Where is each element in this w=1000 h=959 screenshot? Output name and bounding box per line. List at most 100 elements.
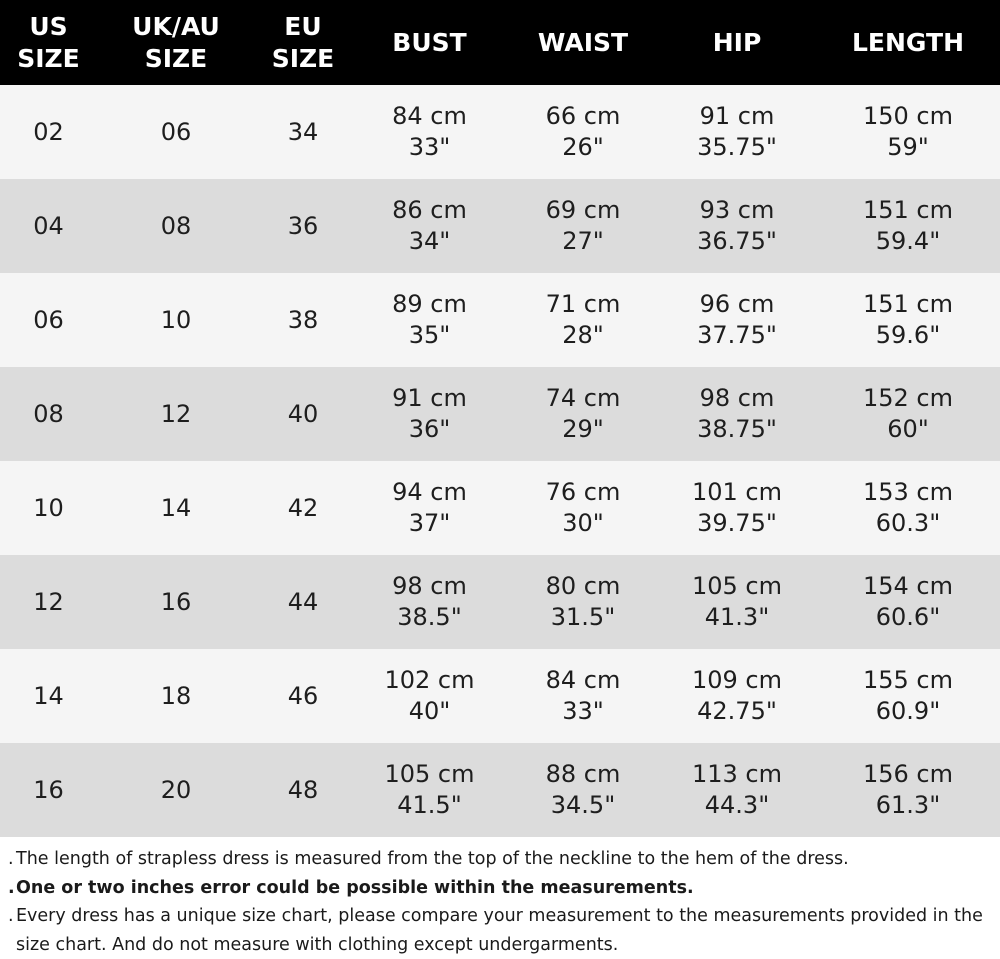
hip-cell: 93 cm 36.75" bbox=[658, 179, 816, 273]
waist-cell: 80 cm 31.5" bbox=[508, 555, 658, 649]
cm-value: 96 cm bbox=[699, 290, 775, 318]
uk-au-size-cell: 08 bbox=[97, 179, 255, 273]
header-row: US SIZE UK/AU SIZE EU SIZE BUST WAIST HIP LENGTH bbox=[0, 0, 1000, 85]
note-item: . One or two inches error could be possib… bbox=[8, 874, 1000, 903]
inch-value: 39.75" bbox=[697, 509, 777, 537]
note-text: The length of strapless dress is measure… bbox=[16, 849, 849, 869]
cm-value: 151 cm bbox=[862, 290, 953, 318]
cm-value: 88 cm bbox=[545, 760, 621, 788]
cm-value: 84 cm bbox=[545, 666, 621, 694]
header-label-line: BUST bbox=[392, 27, 467, 57]
bust-cell: 98 cm 38.5" bbox=[351, 555, 508, 649]
inch-value: 60.3" bbox=[875, 509, 941, 537]
inch-value: 60.9" bbox=[875, 697, 941, 725]
inch-value: 61.3" bbox=[875, 791, 941, 819]
inch-value: 26" bbox=[562, 133, 604, 161]
inch-value: 30" bbox=[562, 509, 604, 537]
header-label-line: UK/AU bbox=[132, 11, 220, 41]
uk-au-size-cell: 12 bbox=[97, 367, 255, 461]
uk-au-size-cell: 14 bbox=[97, 461, 255, 555]
bullet-dot: . bbox=[8, 906, 14, 926]
eu-size-cell: 48 bbox=[255, 743, 351, 837]
length-cell: 152 cm 60" bbox=[816, 367, 1000, 461]
waist-cell: 76 cm 30" bbox=[508, 461, 658, 555]
cm-value: 98 cm bbox=[699, 384, 775, 412]
cm-value: 153 cm bbox=[862, 478, 953, 506]
length-cell: 150 cm 59" bbox=[816, 85, 1000, 179]
bullet-dot: . bbox=[8, 877, 15, 898]
waist-cell: 66 cm 26" bbox=[508, 85, 658, 179]
cm-value: 80 cm bbox=[545, 572, 621, 600]
header-label-line: HIP bbox=[712, 27, 762, 57]
cm-value: 89 cm bbox=[392, 290, 467, 318]
cm-value: 156 cm bbox=[862, 760, 953, 788]
cm-value: 91 cm bbox=[699, 102, 775, 130]
inch-value: 31.5" bbox=[550, 603, 616, 631]
bust-cell: 91 cm 36" bbox=[351, 367, 508, 461]
waist-header: WAIST bbox=[508, 0, 658, 85]
hip-cell: 98 cm 38.75" bbox=[658, 367, 816, 461]
cm-value: 151 cm bbox=[862, 196, 953, 224]
hip-cell: 91 cm 35.75" bbox=[658, 85, 816, 179]
header-label-line: SIZE bbox=[271, 43, 335, 73]
bullet-dot: . bbox=[8, 849, 14, 869]
inch-value: 27" bbox=[562, 227, 604, 255]
inch-value: 37.75" bbox=[697, 321, 777, 349]
cm-value: 105 cm bbox=[691, 572, 782, 600]
bust-header: BUST bbox=[351, 0, 508, 85]
eu-size-cell: 38 bbox=[255, 273, 351, 367]
eu-size-cell: 34 bbox=[255, 85, 351, 179]
inch-value: 37" bbox=[408, 509, 451, 537]
eu-size-cell: 44 bbox=[255, 555, 351, 649]
inch-value: 35" bbox=[408, 321, 451, 349]
inch-value: 29" bbox=[562, 415, 604, 443]
us-size-cell: 10 bbox=[0, 461, 97, 555]
waist-cell: 84 cm 33" bbox=[508, 649, 658, 743]
hip-cell: 101 cm 39.75" bbox=[658, 461, 816, 555]
inch-value: 34.5" bbox=[550, 791, 616, 819]
eu-size-cell: 42 bbox=[255, 461, 351, 555]
cm-value: 76 cm bbox=[545, 478, 621, 506]
cm-value: 154 cm bbox=[862, 572, 953, 600]
inch-value: 59" bbox=[887, 133, 929, 161]
cm-value: 102 cm bbox=[384, 666, 475, 694]
inch-value: 33" bbox=[562, 697, 604, 725]
us-size-cell: 16 bbox=[0, 743, 97, 837]
us-size-cell: 14 bbox=[0, 649, 97, 743]
note-item: . Every dress has a unique size chart, pl… bbox=[8, 902, 1000, 959]
waist-cell: 71 cm 28" bbox=[508, 273, 658, 367]
cm-value: 101 cm bbox=[691, 478, 782, 506]
header-label-line: LENGTH bbox=[852, 27, 964, 57]
inch-value: 40" bbox=[408, 697, 451, 725]
us-size-cell: 12 bbox=[0, 555, 97, 649]
cm-value: 91 cm bbox=[392, 384, 467, 412]
table-row: 04 08 36 86 cm 34" 69 cm 27" 93 cm 36.75" 151 cm 5… bbox=[0, 179, 1000, 273]
eu-size-header: EU SIZE bbox=[255, 0, 351, 85]
eu-size-cell: 40 bbox=[255, 367, 351, 461]
inch-value: 60.6" bbox=[875, 603, 941, 631]
us-size-cell: 02 bbox=[0, 85, 97, 179]
uk-au-size-header: UK/AU SIZE bbox=[97, 0, 255, 85]
bust-cell: 105 cm 41.5" bbox=[351, 743, 508, 837]
table-row: 12 16 44 98 cm 38.5" 80 cm 31.5" 105 cm 41.3" 154… bbox=[0, 555, 1000, 649]
uk-au-size-cell: 20 bbox=[97, 743, 255, 837]
inch-value: 36.75" bbox=[697, 227, 777, 255]
eu-size-cell: 36 bbox=[255, 179, 351, 273]
table-row: 08 12 40 91 cm 36" 74 cm 29" 98 cm 38.75" 152 cm 6… bbox=[0, 367, 1000, 461]
inch-value: 34" bbox=[408, 227, 451, 255]
table-row: 10 14 42 94 cm 37" 76 cm 30" 101 cm 39.75" 153 cm… bbox=[0, 461, 1000, 555]
inch-value: 41.3" bbox=[704, 603, 770, 631]
us-size-header: US SIZE bbox=[0, 0, 97, 85]
table-row: 06 10 38 89 cm 35" 71 cm 28" 96 cm 37.75" 151 cm 5… bbox=[0, 273, 1000, 367]
uk-au-size-cell: 16 bbox=[97, 555, 255, 649]
note-text: One or two inches error could be possibl… bbox=[16, 877, 694, 898]
inch-value: 38.75" bbox=[697, 415, 777, 443]
header-label-line: SIZE bbox=[17, 43, 80, 73]
length-header: LENGTH bbox=[816, 0, 1000, 85]
inch-value: 59.4" bbox=[875, 227, 941, 255]
cm-value: 71 cm bbox=[545, 290, 621, 318]
header-label-line: US bbox=[29, 11, 68, 41]
inch-value: 35.75" bbox=[697, 133, 777, 161]
cm-value: 105 cm bbox=[384, 760, 475, 788]
bust-cell: 102 cm 40" bbox=[351, 649, 508, 743]
